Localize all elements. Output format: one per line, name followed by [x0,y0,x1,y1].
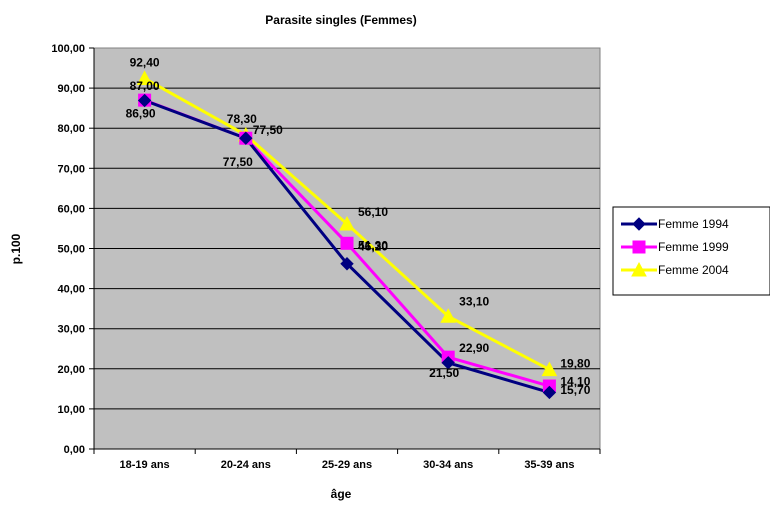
y-axis-label: p.100 [9,233,23,264]
data-label: 86,90 [126,107,156,121]
data-label: 92,40 [130,55,160,69]
data-label: 15,70 [560,383,590,397]
data-label: 21,50 [429,366,459,380]
data-point [542,385,557,400]
legend-label: Femme 2004 [658,263,729,277]
data-label: 77,50 [223,155,253,169]
data-label: 19,80 [560,357,590,371]
y-tick-label: 50,00 [57,244,85,256]
plot-area: 0,00 10,00 20,00 30,00 40,00 50,00 60,00 70,00 8… [51,43,601,471]
data-label: 56,10 [358,205,388,219]
legend: Femme 1994 Femme 1999 Femme 2004 [612,206,770,296]
legend-marker [632,217,646,231]
data-point [440,308,457,323]
y-tick-label: 30,00 [57,324,85,336]
data-label: 78,30 [227,112,257,126]
data-label: 46,20 [358,240,388,254]
data-point [441,356,455,370]
legend-marker [632,240,646,254]
data-label: 87,00 [130,79,160,93]
data-label: 51,30 [358,238,388,252]
legend-label: Femme 1999 [658,240,729,254]
x-tick-label: 35-39 ans [524,459,574,471]
legend-label: Femme 1994 [658,217,729,231]
y-tick-label: 80,00 [57,123,85,135]
data-point [541,361,558,377]
y-tick-label: 60,00 [57,203,85,215]
data-point [137,93,152,108]
data-label: 77,50 [253,123,283,137]
chart-title: Parasite singles (Femmes) [265,13,416,27]
data-label: 14,10 [560,374,590,388]
x-tick-label: 18-19 ans [120,459,170,471]
data-point [340,236,354,250]
x-tick-label: 30-34 ans [423,459,473,471]
data-point [340,257,354,271]
y-tick-label: 70,00 [57,163,85,175]
y-tick-label: 20,00 [57,364,85,376]
data-point [339,215,355,231]
data-label: 33,10 [459,294,489,308]
y-tick-label: 40,00 [57,284,85,296]
y-tick-label: 90,00 [57,83,85,95]
data-label: 22,90 [459,341,489,355]
y-tick-label: 0,00 [64,444,85,456]
x-tick-label: 20-24 ans [221,459,271,471]
data-point [136,70,153,85]
y-tick-label: 100,00 [51,43,85,55]
x-tick-label: 25-29 ans [322,459,372,471]
x-axis-label: âge [331,487,352,501]
data-point [239,131,253,145]
y-tick-label: 10,00 [57,404,85,416]
legend-marker [631,261,647,277]
